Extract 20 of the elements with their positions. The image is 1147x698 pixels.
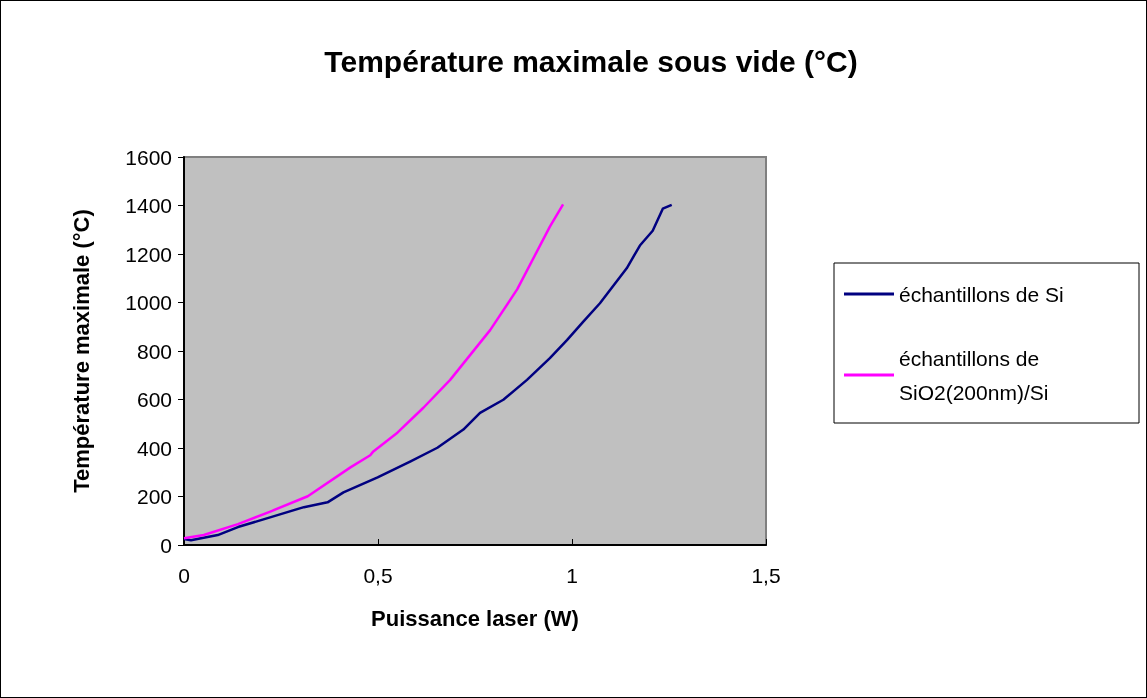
x-axis-title: Puissance laser (W) [371,605,579,631]
x-tick-label: 1,5 [751,564,781,587]
legend-label: échantillons de Si [899,282,1064,306]
y-tick-label: 1600 [125,145,172,169]
x-tick-label: 0 [178,564,190,587]
y-tick-label: 400 [136,436,172,460]
y-tick-label: 600 [136,388,172,411]
line-series [182,203,673,542]
chart-title: Température maximale sous vide (°C) [324,44,858,78]
y-tick-label: 800 [136,339,172,363]
x-tick-label: 0,5 [363,564,393,587]
line-series [182,203,565,540]
y-tick-label: 1200 [125,242,172,266]
x-tick-label: 1 [566,564,578,587]
y-tick-label: 1400 [125,194,172,217]
legend-label: échantillons de SiO2(200nm)/Si [899,346,1049,404]
y-axis-title: Température maximale (°C) [68,209,94,493]
y-tick-label: 0 [160,533,172,557]
y-tick-label: 1000 [125,291,172,314]
y-tick-label: 200 [136,485,172,508]
